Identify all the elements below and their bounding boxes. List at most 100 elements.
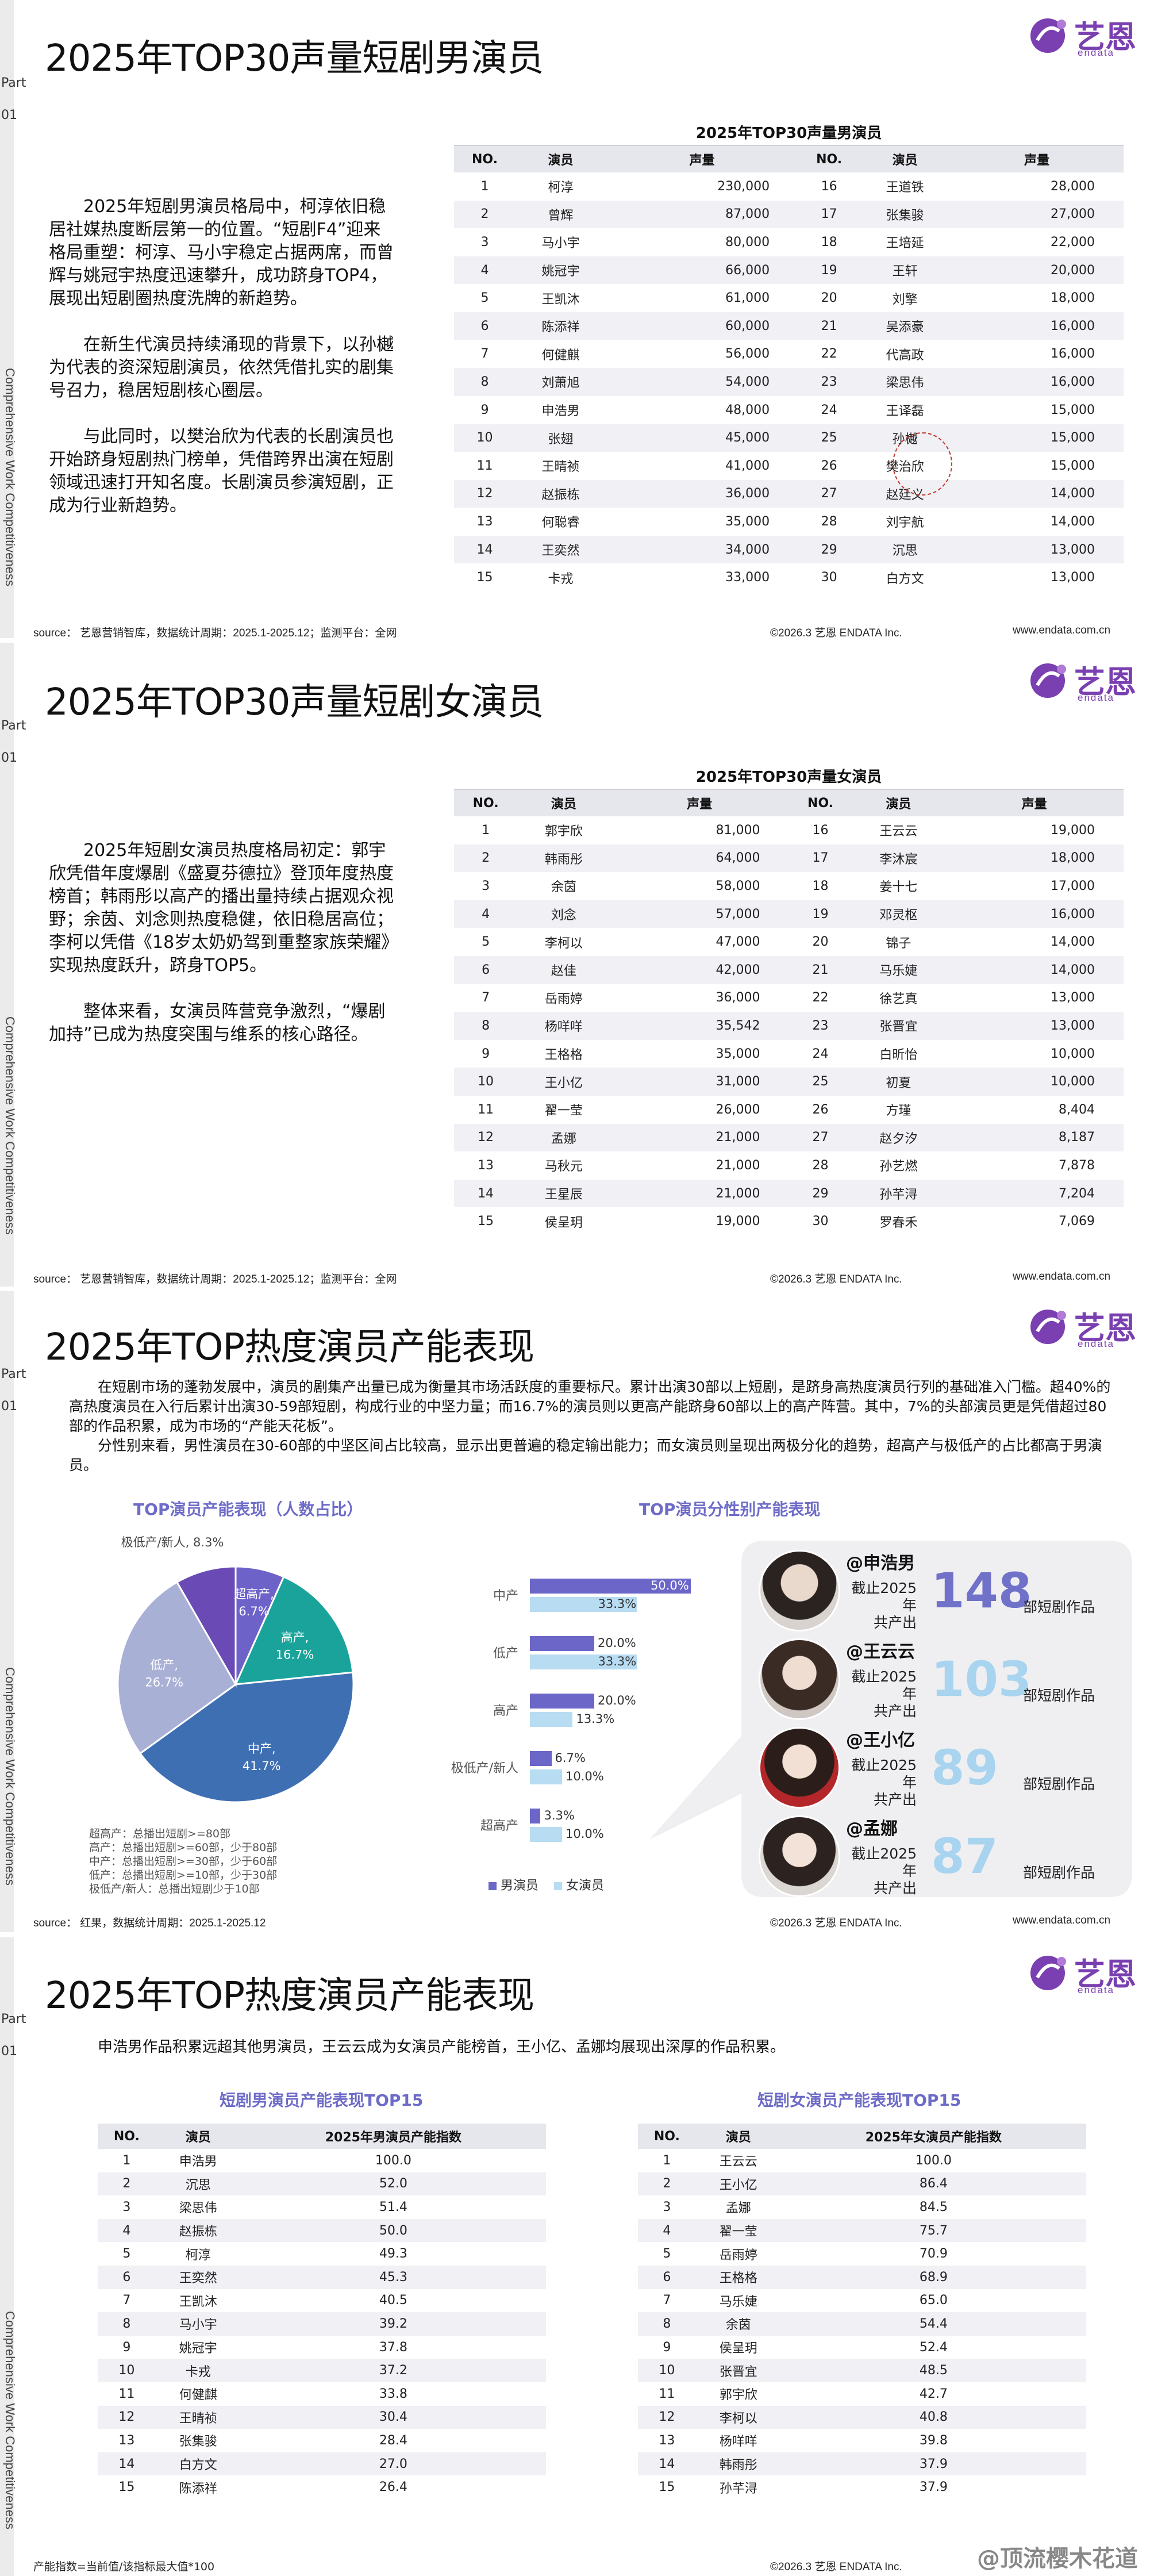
table-cell: 王星辰 (517, 1179, 610, 1208)
table-row: 12 王晴祯 30.4 (98, 2405, 546, 2429)
table-row: 14 王奕然 34,000 29 沉思 13,000 (454, 535, 1124, 564)
table-cell: 韩雨彤 (695, 2452, 781, 2476)
table-cell: 1 (122, 2153, 131, 2168)
endata-logo-icon (1030, 1956, 1066, 1990)
table-row: 9 申浩男 48,000 24 王译磊 15,000 (454, 396, 1124, 424)
table-cell: 16,000 (945, 900, 1124, 928)
table-cell: 27,000 (950, 200, 1124, 229)
male-table-title: 短剧男演员产能表现TOP15 (220, 2091, 424, 2110)
column-header: 声量 (945, 790, 1124, 816)
table-row: 13 张集骏 28.4 (98, 2429, 546, 2452)
table-row: 14 王星辰 21,000 29 孙芊浔 7,204 (454, 1179, 1124, 1208)
table-cell: 张翅 (515, 424, 606, 452)
table-cell: 赵佳 (517, 955, 610, 984)
table-cell: 87,000 (605, 200, 799, 229)
table-row: 1 柯淳 230,000 16 王道铁 28,000 (454, 172, 1124, 201)
endata-logo: 艺恩 endata (1029, 10, 1136, 62)
table-cell: 6 (454, 955, 518, 984)
table-cell: 王晴祯 (155, 2405, 241, 2429)
table-cell: 初夏 (852, 1068, 945, 1096)
table-cell: 22 (821, 347, 837, 362)
table-cell: 申浩男 (541, 404, 580, 419)
pie-label: 低产, 26.7% (145, 1658, 183, 1689)
table-cell: 孙艺燃 (879, 1160, 918, 1174)
table-cell: 翟一莹 (544, 1104, 583, 1119)
table-cell: 40.5 (379, 2293, 407, 2308)
table-cell: 36,000 (605, 479, 799, 508)
part-number: 01 (1, 751, 17, 765)
table-cell: 李柯以 (544, 936, 583, 951)
table-row: 10 张晋宜 48.5 (638, 2359, 1086, 2382)
table-cell: 刘宇航 (886, 516, 924, 531)
table-row: 13 何聪睿 35,000 28 刘宇航 14,000 (454, 508, 1124, 536)
table-cell: 9 (480, 402, 489, 417)
table-cell: 21,000 (716, 1158, 760, 1173)
table-cell: 姜十七 (879, 880, 918, 895)
side-vertical-text: Comprehensive Work Competitiveness (3, 1016, 17, 1235)
table-row: 5 王凯沐 61,000 20 刘擎 18,000 (454, 284, 1124, 312)
legend-swatch-male (489, 1882, 497, 1890)
table-row: 5 柯淳 49.3 (98, 2242, 546, 2266)
table-cell: 1 (482, 823, 490, 838)
pie-slice (175, 1565, 237, 1688)
s1-paragraph: 2025年短剧男演员格局中，柯淳依旧稳居社媒热度断层第一的位置。“短剧F4”迎来… (49, 197, 394, 309)
female-table-title: 短剧女演员产能表现TOP15 (757, 2091, 961, 2110)
table-cell: 39.2 (240, 2312, 546, 2336)
table-row: 7 王凯沐 40.5 (98, 2289, 546, 2313)
s2-body: 2025年短剧女演员热度格局初定：郭宇欣凭借年度爆剧《盛夏芬德拉》登顶年度热度榜… (49, 839, 394, 1069)
table-cell: 王译磊 (886, 404, 924, 419)
table-cell: 8 (638, 2312, 696, 2336)
table-row: 11 王晴祯 41,000 26 樊治欣 15,000 (454, 452, 1124, 480)
table-cell: 26.4 (379, 2480, 407, 2495)
table-cell: 52.0 (240, 2172, 546, 2196)
table-cell: 何健麒 (541, 348, 580, 363)
table-row: 13 马秋元 21,000 28 孙艺燃 7,878 (454, 1151, 1124, 1180)
table-cell: 11 (478, 1102, 494, 1117)
table-cell: 13,000 (950, 535, 1124, 564)
table-cell: 王奕然 (515, 535, 606, 564)
table-cell: 29 (789, 1179, 852, 1208)
table-cell: 王道铁 (886, 181, 924, 195)
pie-chart: 超高产, 6.7%高产, 16.7% 中产, 41.7% 低产, 26.7% 极低产/新人, … (117, 1535, 355, 1803)
table-row: 11 郭宇欣 42.7 (638, 2382, 1086, 2406)
s2-table: 2025年TOP30声量女演员 NO. 演员 声量 NO. 演员 声量 1 郭宇欣 81,00… (454, 765, 1124, 1235)
table-row: 8 刘萧旭 54,000 23 梁思伟 16,000 (454, 368, 1124, 396)
male-capacity-table: NO. 演员 2025年男演员产能指数 1 申浩男 100.0 2 沉思 52.0 3 梁思伟 51.… (98, 2124, 546, 2499)
table-cell: 9 (122, 2340, 131, 2355)
table-row: 1 王云云 100.0 (638, 2149, 1086, 2172)
table-cell: 27.0 (240, 2452, 546, 2476)
table-cell: 王凯沐 (179, 2294, 217, 2309)
table-cell: 13 (476, 514, 493, 529)
table-cell: 马小宇 (155, 2312, 241, 2336)
column-header: 演员 (695, 2124, 781, 2149)
table-cell: 15 (659, 2480, 675, 2495)
table-cell: 3 (480, 235, 489, 249)
bar-value-label: 20.0% (598, 1694, 636, 1707)
table-cell: 81,000 (716, 823, 760, 838)
bar-value-label: 33.3% (598, 1597, 637, 1611)
website: www.endata.com.cn (1013, 624, 1111, 636)
endata-logo: 艺恩 endata (1029, 1948, 1136, 1999)
table-cell: 孟娜 (725, 2201, 751, 2216)
copyright: ©2026.3 艺恩 ENDATA Inc. (770, 627, 902, 639)
part-number: 01 (1, 108, 17, 122)
table-cell: 60,000 (605, 312, 799, 340)
table-cell: 姚冠宇 (515, 256, 606, 285)
table-cell: 37.2 (240, 2359, 546, 2382)
bar-value-label: 50.0% (651, 1579, 689, 1592)
bar-female (530, 1597, 637, 1612)
table-cell: 王轩 (860, 256, 951, 285)
table-cell: 沉思 (860, 535, 951, 564)
table-cell: 31,000 (610, 1068, 789, 1096)
table-row: 2 王小亿 86.4 (638, 2172, 1086, 2196)
table-cell: 30 (821, 570, 837, 585)
s3-paragraph: 在短剧市场的蓬勃发展中，演员的剧集产出量已成为衡量其市场活跃度的重要标尺。累计出… (69, 1379, 1111, 1434)
table-row: 6 陈添祥 60,000 21 吴添豪 16,000 (454, 312, 1124, 340)
side-vertical-text: Comprehensive Work Competitiveness (3, 368, 17, 586)
table-cell: 36,000 (716, 991, 760, 1005)
table-cell: 20,000 (950, 256, 1124, 285)
table-cell: 16 (812, 823, 829, 838)
table-row: 7 岳雨婷 36,000 22 徐艺真 13,000 (454, 984, 1124, 1012)
table-row: 2 沉思 52.0 (98, 2172, 546, 2196)
table-cell: 赵振栋 (515, 479, 606, 508)
